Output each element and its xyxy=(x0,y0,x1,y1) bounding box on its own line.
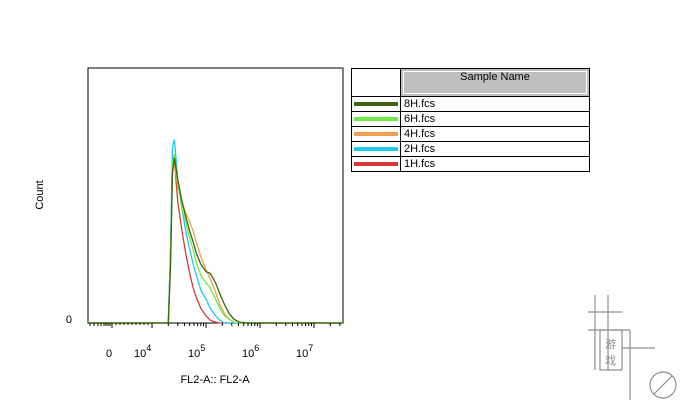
x-axis-label: FL2-A:: FL2-A xyxy=(180,374,250,386)
legend-swatch-cell xyxy=(352,157,401,172)
x-tick-label-2: 105 xyxy=(188,343,205,360)
x-tick-label-3: 106 xyxy=(242,343,259,360)
legend-swatch xyxy=(354,147,398,151)
watermark-char-2: 戏 xyxy=(605,354,616,367)
legend-title: Sample Name xyxy=(460,71,530,83)
plot-frame xyxy=(87,67,344,324)
legend-label: 2H.fcs xyxy=(404,143,436,155)
legend-swatch-cell xyxy=(352,97,401,111)
legend-swatch xyxy=(354,102,398,106)
legend-swatch-cell xyxy=(352,142,401,156)
legend-label: 4H.fcs xyxy=(404,128,436,140)
legend-row: 1H.fcs xyxy=(352,157,589,172)
legend-table: Sample Name 8H.fcs 6H.fcs 4H.fcs 2H.fcs 1H.f… xyxy=(351,68,590,172)
legend-swatch xyxy=(354,132,398,136)
x-axis-ticks xyxy=(89,323,341,328)
legend-header: Sample Name xyxy=(401,69,589,97)
legend-header-swatch-cell xyxy=(352,69,401,97)
legend-row: 6H.fcs xyxy=(352,112,589,127)
legend-label: 1H.fcs xyxy=(404,158,436,170)
x-axis-tick-labels: 0 104 105 106 107 xyxy=(106,343,313,360)
series-layer xyxy=(88,139,343,324)
legend-row: 8H.fcs xyxy=(352,97,589,112)
legend-label: 6H.fcs xyxy=(404,113,436,125)
legend-row: 2H.fcs xyxy=(352,142,589,157)
series-line-8h-fcs xyxy=(88,157,343,324)
x-tick-label-4: 107 xyxy=(296,343,313,360)
x-tick-label-0: 0 xyxy=(106,348,112,360)
x-tick-label-1: 104 xyxy=(134,343,151,360)
series-line-6h-fcs xyxy=(88,153,343,324)
watermark-logo: 游 戏 xyxy=(560,290,685,410)
legend-swatch-cell xyxy=(352,112,401,126)
legend-row: 4H.fcs xyxy=(352,127,589,142)
legend-swatch xyxy=(354,117,398,121)
legend-label: 8H.fcs xyxy=(404,98,436,110)
legend-swatch xyxy=(354,162,398,166)
watermark-char-1: 游 xyxy=(605,338,616,351)
y-axis-label: Count xyxy=(34,180,46,209)
watermark-glyph-icon: 游 戏 xyxy=(588,295,677,400)
legend-swatch-cell xyxy=(352,127,401,141)
y-tick-label-zero: 0 xyxy=(66,314,72,326)
